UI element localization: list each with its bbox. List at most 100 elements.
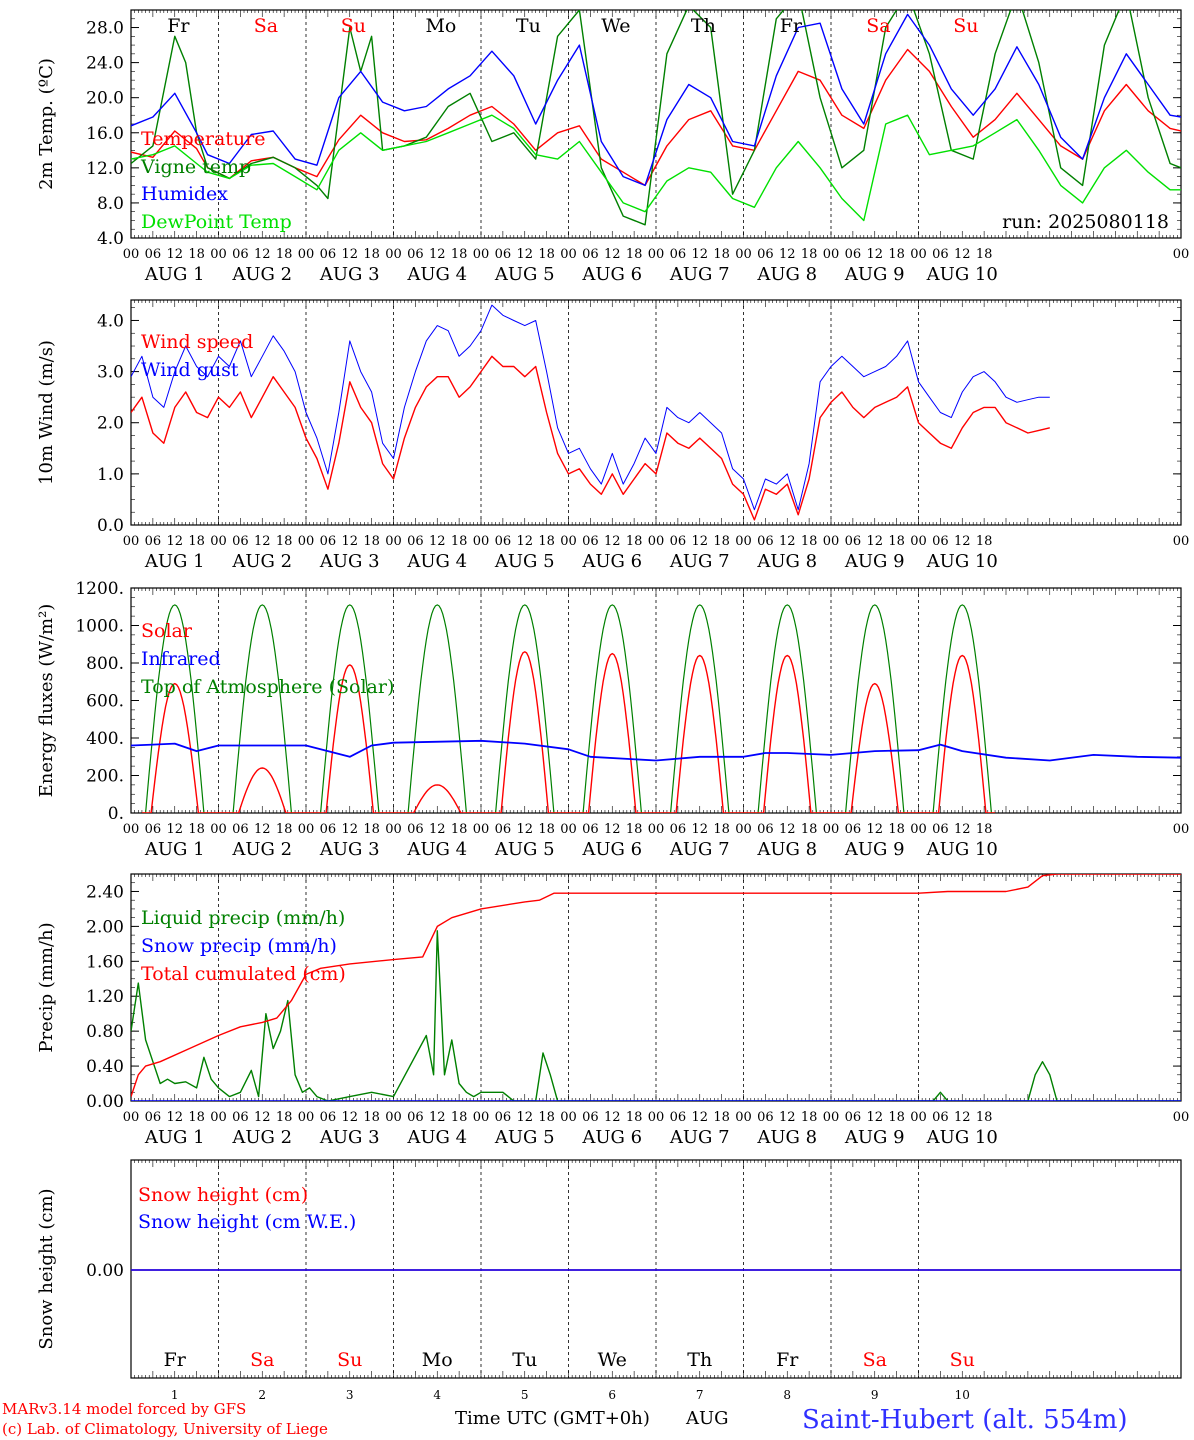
date-tick-label: AUG 10 [926, 1127, 998, 1148]
hour-tick-label: 06 [670, 247, 687, 262]
y-tick-label: 0.80 [86, 1022, 124, 1042]
hour-tick-label: 06 [757, 247, 774, 262]
hour-tick-label: 06 [407, 1110, 424, 1125]
hour-tick-label: 06 [757, 534, 774, 549]
hour-tick-label: 12 [954, 1110, 971, 1125]
date-tick-label: AUG 3 [319, 1127, 380, 1148]
day-name-label: We [601, 15, 630, 37]
hour-tick-label: 00 [210, 534, 227, 549]
hour-tick-label: 12 [341, 822, 358, 837]
hour-tick-label: 00 [1173, 247, 1190, 262]
hour-tick-label: 18 [713, 1110, 730, 1125]
date-tick-label: AUG 10 [926, 839, 998, 860]
station-name: Saint-Hubert (alt. 554m) [802, 1405, 1128, 1435]
date-tick-label: AUG 2 [231, 264, 292, 285]
hour-tick-label: 00 [1173, 822, 1190, 837]
hour-tick-label: 18 [713, 247, 730, 262]
hour-tick-label: 06 [757, 822, 774, 837]
hour-tick-label: 12 [254, 822, 271, 837]
hour-tick-label: 12 [691, 1110, 708, 1125]
hour-tick-label: 18 [801, 1110, 818, 1125]
hour-tick-label: 12 [866, 822, 883, 837]
hour-tick-label: 06 [232, 247, 249, 262]
hour-tick-label: 06 [495, 822, 512, 837]
hour-tick-label: 06 [582, 534, 599, 549]
hour-tick-label: 18 [363, 247, 380, 262]
day-number-label: 1 [171, 1388, 179, 1402]
date-tick-label: AUG 4 [406, 839, 467, 860]
series-vigne-temp [131, 10, 1181, 226]
hour-tick-label: 06 [320, 534, 337, 549]
hour-tick-label: 12 [166, 247, 183, 262]
hour-tick-label: 18 [188, 247, 205, 262]
credit-line-2: (c) Lab. of Climatology, University of L… [2, 1420, 328, 1438]
hour-tick-label: 00 [385, 247, 402, 262]
hour-tick-label: 06 [495, 534, 512, 549]
hour-tick-label: 06 [845, 534, 862, 549]
hour-tick-label: 12 [779, 534, 796, 549]
hour-tick-label: 00 [823, 822, 840, 837]
hour-tick-label: 00 [910, 1110, 927, 1125]
y-tick-label: 400. [86, 729, 124, 749]
hour-tick-label: 00 [735, 1110, 752, 1125]
hour-tick-label: 18 [976, 1110, 993, 1125]
date-tick-label: AUG 8 [756, 1127, 817, 1148]
chart-footer: MARv3.14 model forced by GFS (c) Lab. of… [2, 1400, 1128, 1438]
date-tick-label: AUG 6 [581, 264, 642, 285]
hour-tick-label: 12 [516, 822, 533, 837]
date-tick-label: AUG 6 [581, 839, 642, 860]
hour-tick-label: 12 [341, 1110, 358, 1125]
date-tick-label: AUG 6 [581, 1127, 642, 1148]
hour-tick-label: 12 [604, 247, 621, 262]
series-liquid-precip-mm-h [131, 930, 1181, 1101]
date-tick-label: AUG 10 [926, 264, 998, 285]
day-number-label: 6 [608, 1388, 616, 1402]
y-tick-label: 2.40 [86, 882, 124, 902]
hour-tick-label: 06 [145, 822, 162, 837]
day-name-label: Su [341, 15, 366, 37]
date-tick-label: AUG 2 [231, 839, 292, 860]
hour-tick-label: 06 [670, 822, 687, 837]
day-name-label: Su [950, 1349, 975, 1371]
series-solar [141, 651, 996, 813]
hour-tick-label: 12 [429, 822, 446, 837]
hour-tick-label: 00 [648, 1110, 665, 1125]
hour-tick-label: 00 [123, 1110, 140, 1125]
date-tick-label: AUG 8 [756, 839, 817, 860]
series-humidex [131, 13, 1181, 187]
day-name-label: Fr [780, 15, 803, 37]
hour-tick-label: 06 [845, 822, 862, 837]
hour-tick-label: 00 [823, 1110, 840, 1125]
hour-tick-label: 18 [538, 534, 555, 549]
hour-tick-label: 12 [166, 534, 183, 549]
hour-tick-label: 18 [363, 534, 380, 549]
hour-tick-label: 00 [210, 247, 227, 262]
hour-tick-label: 18 [538, 1110, 555, 1125]
hour-tick-label: 06 [145, 247, 162, 262]
date-tick-label: AUG 2 [231, 551, 292, 572]
day-name-label: Tu [516, 15, 541, 37]
y-tick-label: 0. [108, 804, 124, 824]
legend-snow-precip-mm-h: Snow precip (mm/h) [141, 935, 337, 957]
hour-tick-label: 12 [516, 247, 533, 262]
hour-tick-label: 12 [779, 247, 796, 262]
x-axis-label: Time UTC (GMT+0h) [455, 1408, 650, 1429]
hour-tick-label: 06 [845, 1110, 862, 1125]
hour-tick-label: 00 [123, 822, 140, 837]
date-tick-label: AUG 3 [319, 264, 380, 285]
y-tick-label: 1000. [75, 617, 124, 637]
panel-2: 0.0 1.0 2.0 3.0 4.0 10m Wind (m/s) Wind speed W… [36, 299, 1189, 572]
day-name-label: Su [337, 1349, 362, 1371]
hour-tick-label: 12 [604, 534, 621, 549]
hour-tick-label: 00 [473, 822, 490, 837]
y-axis-label: Precip (mm/h) [36, 922, 57, 1052]
y-tick-label: 24.0 [86, 54, 124, 74]
legend-infrared: Infrared [141, 648, 221, 670]
y-tick-label: 0.0 [97, 516, 124, 536]
hour-tick-label: 18 [276, 247, 293, 262]
date-tick-label: AUG 5 [494, 1127, 555, 1148]
series-temperature [131, 48, 1181, 187]
hour-tick-label: 06 [495, 1110, 512, 1125]
day-number-label: 4 [433, 1388, 441, 1402]
date-tick-label: AUG 7 [669, 839, 730, 860]
